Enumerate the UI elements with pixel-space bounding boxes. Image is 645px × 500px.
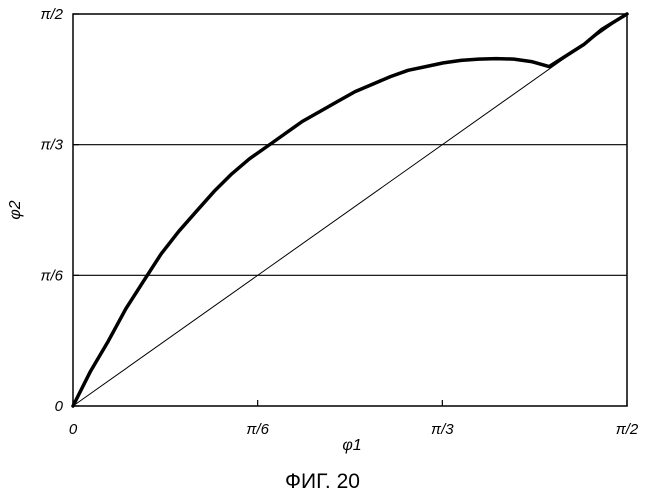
x-axis-label: φ1	[342, 437, 361, 454]
series-line-diagonal	[73, 14, 627, 406]
x-tick-label: π/3	[431, 421, 454, 438]
chart: 0 π/6 π/3 π/2 0 π/6 π/3 π/2 φ1 φ2	[0, 0, 645, 470]
series-layer	[73, 14, 627, 406]
x-tick-label: π/6	[246, 421, 269, 438]
y-tick-label: 0	[55, 398, 64, 415]
tick-layer: 0 π/6 π/3 π/2 0 π/6 π/3 π/2	[40, 6, 638, 438]
y-tick-label: π/6	[40, 267, 63, 284]
y-axis-label: φ2	[7, 200, 24, 219]
y-tick-label: π/3	[40, 137, 63, 154]
x-tick-label: π/2	[616, 421, 639, 438]
figure-caption: ФИГ. 20	[0, 470, 645, 494]
x-tick-label: 0	[69, 421, 78, 438]
y-tick-label: π/2	[40, 6, 63, 23]
